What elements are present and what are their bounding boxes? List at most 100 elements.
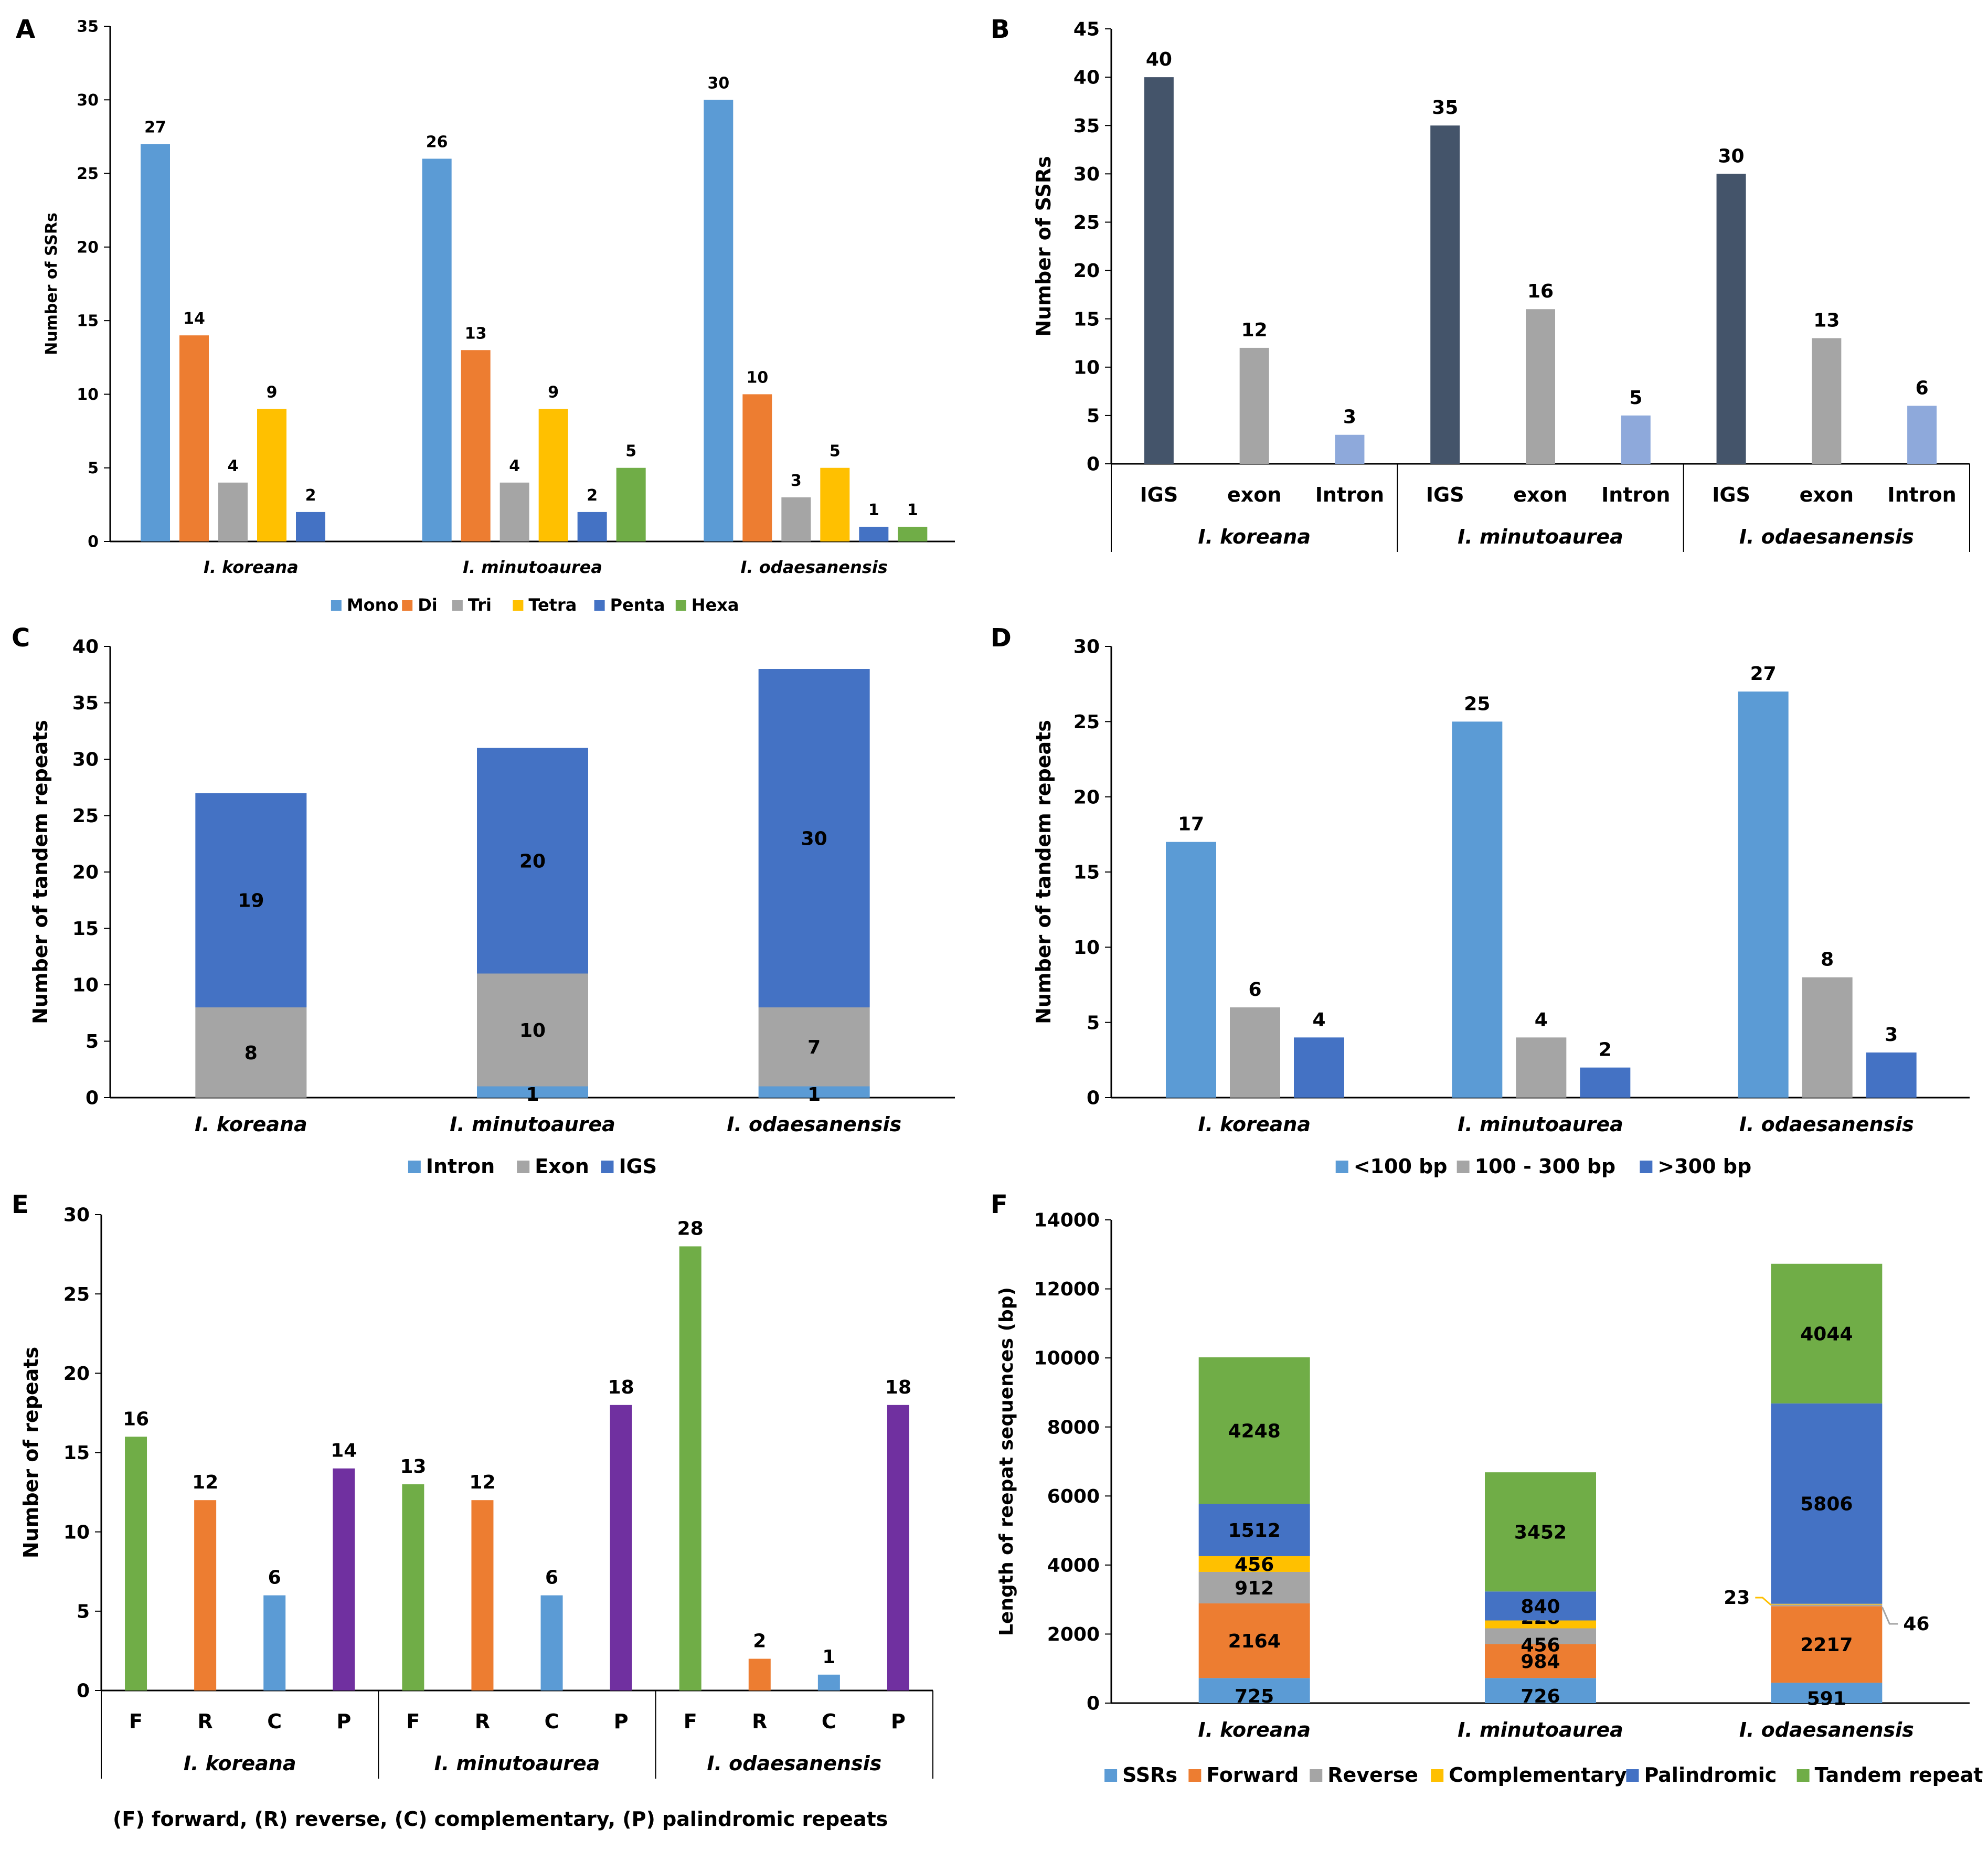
- y-tick-label: 20: [72, 862, 99, 884]
- panel-d: 0 5 10 15 20 25 30 Number of tandem repeats D 17 6…: [991, 623, 1970, 1178]
- x-category-label: I. minutoaurea: [1458, 525, 1623, 548]
- bar: [1516, 1037, 1567, 1098]
- data-label: 9: [267, 383, 278, 401]
- data-label: 5: [625, 442, 636, 461]
- y-tick-label: 15: [77, 312, 99, 331]
- legend-swatch: [1457, 1161, 1470, 1173]
- data-label: 28: [677, 1218, 704, 1239]
- bar: [1802, 977, 1853, 1098]
- data-label: 912: [1235, 1578, 1274, 1599]
- legend-swatch: [1104, 1769, 1118, 1782]
- data-label: 3: [1343, 407, 1356, 428]
- y-tick-label: 0: [77, 1681, 90, 1702]
- x-category-label: I. odaesanensis: [1739, 525, 1914, 548]
- bar-segment: [1485, 1620, 1596, 1629]
- legend-swatch: [408, 1161, 421, 1173]
- data-label: 6: [1248, 979, 1261, 1001]
- data-label: 1: [868, 501, 879, 519]
- bar: [577, 512, 607, 541]
- bar: [1812, 338, 1842, 464]
- y-tick-label: 20: [1073, 786, 1100, 808]
- y-tick-label: 30: [77, 91, 99, 110]
- legend-entry: Hexa: [692, 595, 739, 615]
- legend-swatch: [517, 1161, 530, 1173]
- data-label: 35: [1432, 97, 1458, 119]
- x-category-label: I. koreana: [1198, 1718, 1311, 1741]
- callout-label: 46: [1903, 1613, 1929, 1635]
- y-tick-label: 10: [1073, 937, 1100, 959]
- bar: [704, 100, 733, 542]
- bar: [218, 482, 248, 541]
- bar: [781, 497, 811, 541]
- y-tick-label: 14000: [1034, 1210, 1100, 1231]
- bar: [1294, 1037, 1344, 1098]
- y-tick-label: 0: [88, 533, 99, 551]
- panel-label: A: [16, 15, 35, 44]
- data-label: 1512: [1228, 1520, 1281, 1541]
- data-label: 4: [1535, 1009, 1548, 1030]
- bar-segment: [1198, 1678, 1310, 1703]
- data-label: 6: [545, 1567, 558, 1589]
- data-label: 725: [1235, 1686, 1274, 1707]
- y-tick-label: 2000: [1047, 1624, 1100, 1645]
- x-category-label: I. minutoaurea: [1458, 1718, 1623, 1741]
- data-label: 5: [830, 442, 841, 461]
- legend-swatch: [1796, 1769, 1810, 1782]
- y-tick-label: 15: [1073, 309, 1100, 330]
- data-label: 984: [1521, 1651, 1560, 1673]
- bar: [1144, 77, 1174, 464]
- x-subcategory-label: exon: [1513, 483, 1567, 506]
- data-label: 1: [526, 1084, 539, 1105]
- data-label: 14: [183, 310, 205, 328]
- data-label: 16: [1527, 281, 1554, 302]
- data-label: 2: [753, 1631, 766, 1652]
- y-tick-label: 5: [88, 459, 99, 477]
- bar-segment: [1771, 1263, 1883, 1404]
- data-label: 30: [801, 828, 827, 849]
- bar: [257, 409, 286, 541]
- y-tick-label: 0: [1087, 1693, 1100, 1715]
- x-category-label: I. odaesanensis: [727, 1113, 901, 1136]
- x-category-label: I. koreana: [204, 557, 299, 577]
- data-label: 26: [426, 133, 448, 152]
- bar: [538, 409, 568, 541]
- x-subcategory-label: IGS: [1140, 483, 1178, 506]
- bar: [125, 1437, 147, 1690]
- bar-segment: [195, 793, 307, 1007]
- data-label: 13: [1813, 310, 1840, 332]
- legend-swatch: [1310, 1769, 1323, 1782]
- y-tick-label: 5: [77, 1601, 90, 1622]
- data-label: 2: [1599, 1039, 1612, 1061]
- bar: [1239, 347, 1269, 464]
- bar-segment: [1485, 1591, 1596, 1621]
- x-category-label: I. koreana: [1198, 1113, 1311, 1136]
- bar: [1430, 125, 1460, 464]
- data-label: 13: [465, 324, 487, 343]
- legend-swatch: [601, 1161, 614, 1173]
- data-label: 12: [469, 1472, 495, 1493]
- x-subcategory-label: IGS: [1426, 483, 1464, 506]
- legend-entry: Forward: [1206, 1763, 1299, 1787]
- y-tick-label: 40: [1073, 67, 1100, 89]
- bar: [1166, 842, 1216, 1098]
- y-tick-label: 5: [1087, 1012, 1100, 1034]
- data-label: 8: [1821, 949, 1834, 971]
- y-tick-label: 4000: [1047, 1555, 1100, 1576]
- x-category-label: I. odaesanensis: [740, 557, 887, 577]
- y-tick-label: 30: [1073, 164, 1100, 185]
- bar-segment: [477, 748, 588, 974]
- bar-segment: [1485, 1644, 1596, 1678]
- x-subcategory-label: C: [267, 1710, 282, 1733]
- data-label: 3: [791, 472, 802, 490]
- x-subcategory-label: P: [614, 1710, 629, 1733]
- legend-swatch: [513, 600, 524, 611]
- legend-entry: SSRs: [1122, 1763, 1177, 1787]
- y-axis-title: Length of reepat sequences (bp): [996, 1287, 1017, 1636]
- data-label: 1: [807, 1084, 821, 1105]
- panel-label: B: [991, 15, 1010, 44]
- bar: [333, 1468, 355, 1690]
- data-label: 25: [1464, 693, 1490, 715]
- y-tick-label: 0: [1087, 1088, 1100, 1109]
- bar: [1738, 692, 1789, 1098]
